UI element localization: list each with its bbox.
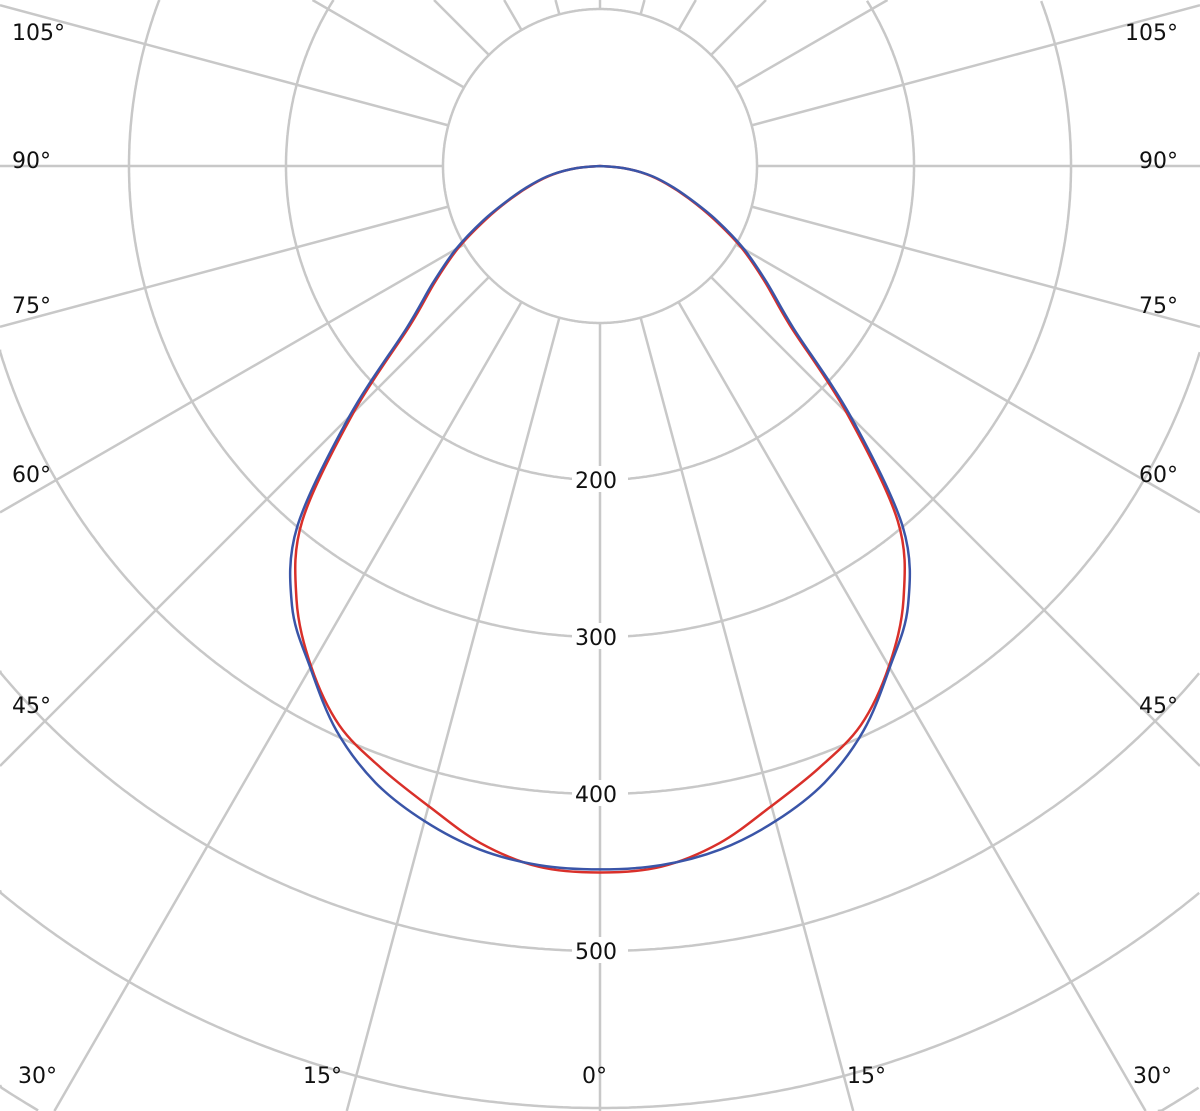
radial-tick-label: 200	[575, 469, 617, 494]
grid-radial-line	[0, 243, 465, 514]
grid-circle	[127, 0, 1073, 639]
radial-tick-label: 400	[575, 783, 617, 808]
grid-circle	[0, 889, 1200, 1110]
grid-radial-line	[710, 276, 1200, 767]
angle-label-left: 60°	[12, 463, 51, 488]
grid-radial-line	[311, 0, 465, 89]
grid-radial-line	[751, 4, 1200, 127]
radial-tick-label: 300	[575, 626, 617, 651]
angle-label-left: 75°	[12, 294, 51, 319]
radial-tick-label: 500	[575, 940, 617, 965]
grid-radial-line	[751, 205, 1200, 328]
grid-radial-line	[0, 205, 449, 328]
grid-radial-line	[735, 0, 889, 89]
angle-label-right: 75°	[1139, 294, 1178, 319]
curves	[288, 164, 912, 874]
grid-radial-line	[345, 317, 561, 1111]
grid-radial-line	[735, 243, 1200, 514]
grid-radial-line	[677, 0, 697, 31]
grid-radial-line	[677, 301, 1147, 1111]
grid-radial-line	[639, 317, 855, 1111]
grid-radial-line	[710, 0, 767, 56]
angle-label-center: 0°	[582, 1064, 607, 1089]
grid-circle	[284, 0, 916, 482]
radial-label-background	[572, 780, 628, 806]
angle-label-left: 90°	[12, 149, 51, 174]
grid-radial-line	[503, 0, 523, 31]
grid-radial-line	[0, 4, 449, 127]
angle-label-right: 105°	[1125, 21, 1178, 46]
grid-circle	[0, 1084, 1200, 1111]
grid-radial-line	[433, 0, 490, 56]
grid-radial-line	[0, 276, 490, 767]
grid-radial-line	[554, 0, 561, 15]
angle-label-left: 45°	[12, 694, 51, 719]
angle-label-left: 30°	[18, 1064, 57, 1089]
radial-label-background	[572, 937, 628, 963]
angle-label-right: 45°	[1139, 694, 1178, 719]
grid-radial-line	[639, 0, 646, 15]
angle-label-right: 30°	[1133, 1064, 1172, 1089]
radial-tick-labels: 200 300 400 500	[572, 466, 628, 965]
series-curve-2	[288, 164, 912, 871]
angle-label-right: 15°	[847, 1064, 886, 1089]
radial-label-background	[572, 623, 628, 649]
angle-label-left: 105°	[12, 21, 65, 46]
angle-label-right: 90°	[1139, 149, 1178, 174]
radial-label-background	[572, 466, 628, 492]
angle-tick-labels: 105° 90° 75° 60° 45° 30° 15° 0° 105° 90°…	[12, 21, 1178, 1089]
angle-label-right: 60°	[1139, 463, 1178, 488]
grid-radial-line	[53, 301, 523, 1111]
angle-label-left: 15°	[303, 1064, 342, 1089]
